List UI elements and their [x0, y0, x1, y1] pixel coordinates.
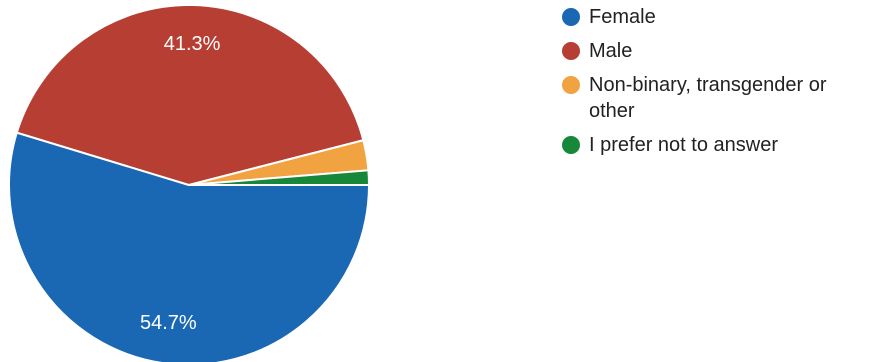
legend-label-male: Male [589, 40, 633, 62]
pie-slice-1[interactable] [15, 4, 365, 187]
legend: Female Male Non-binary, transgender or o… [562, 4, 882, 166]
legend-label-female: Female [589, 6, 656, 28]
legend-item-male[interactable]: Male [562, 38, 882, 64]
legend-swatch-prefer-not [562, 136, 580, 154]
pie-slice-label-0: 54.7% [140, 312, 197, 334]
legend-swatch-female [562, 8, 580, 26]
pie-slice-label-1: 41.3% [164, 33, 221, 55]
pie-labels: 54.7% 41.3% [140, 33, 221, 334]
legend-label-non-binary: Non-binary, transgender or other [589, 74, 827, 122]
legend-item-prefer-not[interactable]: I prefer not to answer [562, 132, 882, 158]
legend-swatch-non-binary [562, 76, 580, 94]
pie-slice-3[interactable] [188, 169, 371, 186]
pie-slices [8, 4, 371, 362]
legend-item-non-binary[interactable]: Non-binary, transgender or other [562, 72, 882, 124]
pie-slice-0[interactable] [8, 131, 371, 362]
legend-item-female[interactable]: Female [562, 4, 882, 30]
legend-label-prefer-not: I prefer not to answer [589, 134, 778, 156]
legend-swatch-male [562, 42, 580, 60]
